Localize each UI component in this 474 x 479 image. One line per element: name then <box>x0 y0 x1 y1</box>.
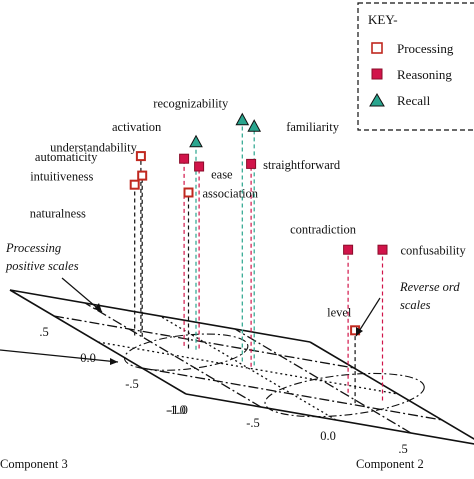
legend-item-processing: Processing <box>371 41 454 56</box>
grid-line <box>309 341 474 440</box>
label-naturalness: naturalness <box>30 207 86 221</box>
legend-label-recall: Recall <box>397 93 431 108</box>
cluster-ellipse-reverse <box>264 372 425 418</box>
marker-naturalness <box>129 179 140 190</box>
legend-marker-reasoning <box>371 68 383 80</box>
marker-activation <box>189 134 203 148</box>
z-tick-label: .5 <box>39 325 48 339</box>
annotation-processing-arrowhead <box>94 303 102 312</box>
drop-lines <box>134 119 384 404</box>
grid-line <box>53 315 355 369</box>
label-familiarity: familiarity <box>286 120 340 134</box>
left-pointer-arrowhead <box>110 358 118 365</box>
label-activation: activation <box>112 120 162 134</box>
cluster-ellipse-processing <box>123 333 249 371</box>
label-automaticity: automaticity <box>35 150 98 164</box>
grid-line <box>234 328 412 434</box>
x-axis-title: Component 2 <box>356 457 424 471</box>
label-confusability: confusability <box>401 244 467 258</box>
label-ease: ease <box>211 168 233 182</box>
x-tick-label: -.5 <box>246 416 260 430</box>
point-labels: recognizability familiarity activation stra… <box>30 97 467 320</box>
x-tick-label: .5 <box>398 442 407 456</box>
legend-items: Processing Reasoning Recall <box>369 41 454 108</box>
label-understandability: understandability <box>50 141 138 155</box>
marker-association <box>183 187 194 198</box>
legend-marker-processing <box>371 42 383 54</box>
label-straightforward: straightforward <box>263 158 341 172</box>
annotation-reverse-line-2: scales <box>400 298 431 312</box>
marker-confusability <box>377 244 388 255</box>
annotation-reverse-order: Reverse ord scales <box>355 280 460 337</box>
legend-marker-recall <box>369 93 385 107</box>
annotation-processing-line-1: Processing <box>5 241 61 255</box>
marker-recognizability <box>235 112 250 126</box>
label-level: level <box>327 305 352 319</box>
grid-line <box>159 315 337 421</box>
z-tick-label: -.5 <box>125 377 139 391</box>
legend: KEY- Processing Reasoning Recall <box>357 2 474 131</box>
label-contradiction: contradiction <box>290 223 357 237</box>
annotation-reverse-arrowhead <box>356 327 363 336</box>
grid-line <box>97 341 399 395</box>
legend-title: KEY- <box>368 12 398 27</box>
z-axis-title: Component 3 <box>0 457 68 471</box>
annotation-reverse-line-1: Reverse ord <box>399 280 460 294</box>
legend-label-processing: Processing <box>397 41 454 56</box>
legend-item-reasoning: Reasoning <box>371 67 452 82</box>
grid-line <box>84 302 262 408</box>
marker-familiarity <box>247 119 262 132</box>
left-pointer-line <box>0 349 119 363</box>
marker-contradiction <box>343 244 354 255</box>
label-intuitiveness: intuitiveness <box>30 170 93 184</box>
label-association: association <box>203 187 259 201</box>
legend-box <box>357 2 474 131</box>
x-tick-label: 0.0 <box>320 429 336 443</box>
z-tick-label: -1.0 <box>166 403 186 417</box>
legend-item-recall: Recall <box>369 93 431 108</box>
label-recognizability: recognizability <box>153 97 229 111</box>
axis-ticks: -1.0-.50.0.5.50.0-.5-1.0 <box>39 325 407 456</box>
marker-straightforward <box>246 158 257 169</box>
marker-automaticity <box>135 151 146 162</box>
marker-understandability <box>179 153 190 164</box>
grid-line <box>9 289 311 343</box>
z-tick-label: 0.0 <box>80 351 96 365</box>
marker-intuitiveness <box>137 170 148 181</box>
floor-grid <box>9 289 474 445</box>
x-tick-label: -1.0 <box>168 403 188 417</box>
left-pointer <box>0 349 119 365</box>
annotation-processing-positive: Processing positive scales <box>5 241 103 313</box>
annotation-processing-line-2: positive scales <box>5 259 79 273</box>
data-markers <box>129 112 388 336</box>
annotation-processing-arrow <box>61 277 103 313</box>
marker-ease <box>194 161 205 172</box>
legend-label-reasoning: Reasoning <box>397 67 452 82</box>
